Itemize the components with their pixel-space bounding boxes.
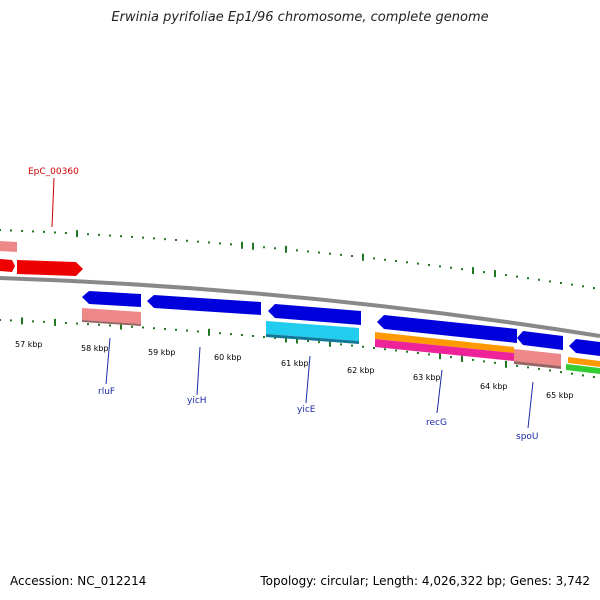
- feature-orange-recG: [375, 332, 514, 353]
- gene-label-yicE[interactable]: yicE: [297, 405, 316, 415]
- gene-label-rluF[interactable]: rluF: [98, 387, 115, 397]
- gene-label-spoU[interactable]: spoU: [516, 432, 539, 442]
- accession-text: Accession: NC_012214: [10, 574, 147, 588]
- label-line-yicE: [305, 355, 311, 404]
- gc-skew-track-outer: [0, 229, 595, 290]
- feature-pink-rluF: [82, 308, 141, 324]
- scale-label: 58 kbp: [81, 344, 109, 353]
- gene-feature-EpC_00360[interactable]: [17, 260, 83, 276]
- scale-label: 60 kbp: [214, 353, 242, 362]
- scale-label: 57 kbp: [15, 340, 43, 349]
- gene-label-recG[interactable]: recG: [426, 418, 447, 428]
- gene-feature-red-left: [0, 259, 15, 272]
- gene-feature-yicH[interactable]: [147, 295, 261, 315]
- label-line-rluF: [105, 337, 111, 385]
- feature-pink-spoU-edge: [514, 361, 561, 369]
- label-line-spoU: [527, 381, 534, 429]
- gene-feature-recG[interactable]: [377, 315, 517, 343]
- gene-feature-spoU[interactable]: [517, 331, 563, 350]
- feature-pink-spoU: [514, 349, 561, 366]
- label-line-EpC_00360: [51, 177, 55, 228]
- label-line-yicH: [196, 346, 201, 396]
- genome-stats-text: Topology: circular; Length: 4,026,322 bp…: [260, 574, 590, 588]
- feature-cyan-yicE-edge: [266, 334, 359, 344]
- gene-label-yicH[interactable]: yicH: [187, 396, 207, 406]
- feature-orange-right: [568, 357, 600, 367]
- scale-label: 63 kbp: [413, 373, 441, 382]
- gene-feature-yicE[interactable]: [268, 304, 361, 325]
- gene-feature-pink-left: [0, 241, 17, 252]
- scale-label: 65 kbp: [546, 391, 574, 400]
- feature-green-right: [566, 364, 600, 374]
- map-title: Erwinia pyrifoliae Ep1/96 chromosome, co…: [111, 10, 489, 25]
- feature-cyan-yicE: [266, 321, 359, 341]
- scale-label: 61 kbp: [281, 359, 309, 368]
- scale-label: 62 kbp: [347, 366, 375, 375]
- feature-magenta-recG: [375, 339, 514, 361]
- scale-label: 59 kbp: [148, 348, 176, 357]
- label-line-recG: [436, 369, 443, 414]
- gene-label-EpC_00360[interactable]: EpC_00360: [28, 167, 79, 177]
- genome-backbone: [0, 276, 600, 338]
- scale-label: 64 kbp: [480, 382, 508, 391]
- feature-pink-rluF-edge: [82, 320, 141, 326]
- gene-feature-right-edge: [569, 339, 600, 356]
- gene-feature-rluF[interactable]: [82, 291, 141, 307]
